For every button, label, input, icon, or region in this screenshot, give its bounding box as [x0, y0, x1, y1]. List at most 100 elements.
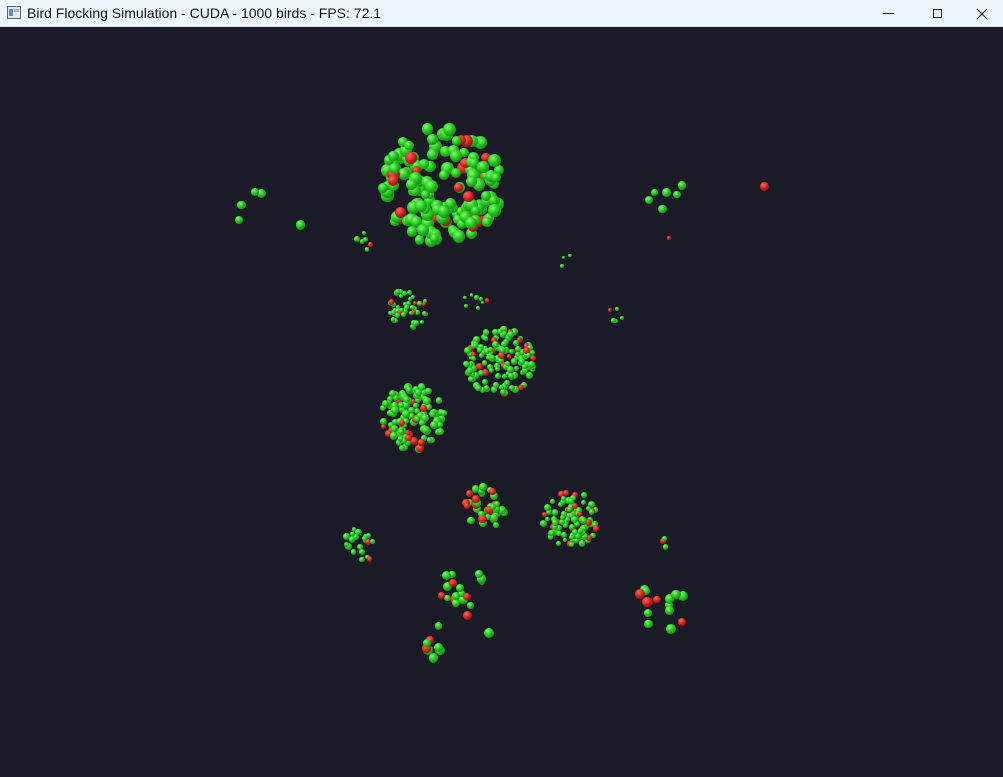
- bird: [476, 347, 483, 353]
- simulation-viewport[interactable]: [0, 28, 1003, 777]
- maximize-button[interactable]: [914, 0, 960, 27]
- bird: [397, 436, 404, 442]
- bird: [387, 395, 394, 402]
- bird: [384, 155, 394, 165]
- bird: [574, 507, 582, 515]
- bird: [470, 365, 477, 372]
- bird: [444, 197, 457, 210]
- bird: [488, 204, 501, 217]
- bird: [234, 215, 244, 225]
- bird: [470, 371, 476, 377]
- bird: [513, 365, 520, 372]
- bird: [295, 220, 306, 230]
- bird: [511, 328, 518, 336]
- bird: [471, 351, 477, 357]
- bird: [432, 416, 442, 425]
- bird: [413, 320, 419, 326]
- bird: [645, 195, 654, 205]
- bird: [495, 373, 502, 379]
- bird: [571, 502, 578, 509]
- bird: [486, 364, 493, 370]
- bird: [394, 289, 401, 295]
- bird: [464, 304, 469, 309]
- bird: [414, 389, 422, 396]
- bird: [400, 438, 407, 445]
- bird: [388, 180, 399, 192]
- bird: [556, 530, 562, 537]
- bird: [391, 401, 399, 409]
- bird: [385, 430, 392, 437]
- bird: [545, 516, 550, 522]
- bird: [481, 360, 488, 366]
- bird: [362, 230, 367, 235]
- bird: [666, 235, 671, 240]
- bird: [436, 428, 444, 436]
- bird: [388, 422, 395, 429]
- bird: [436, 421, 444, 429]
- bird: [495, 366, 501, 372]
- bird: [580, 499, 586, 505]
- bird: [394, 313, 400, 319]
- bird: [428, 653, 439, 663]
- bird: [642, 596, 653, 607]
- bird: [466, 361, 474, 369]
- bird: [390, 406, 399, 414]
- bird: [458, 594, 468, 605]
- app-window-icon[interactable]: [7, 6, 21, 19]
- bird: [399, 307, 404, 313]
- bird: [364, 539, 372, 546]
- bird: [458, 590, 466, 598]
- bird: [466, 227, 478, 239]
- bird: [388, 310, 393, 316]
- bird: [430, 421, 439, 430]
- bird: [391, 310, 396, 315]
- bird: [354, 236, 361, 243]
- bird: [475, 384, 482, 392]
- bird: [515, 351, 521, 358]
- bird: [478, 352, 484, 358]
- bird: [359, 549, 366, 556]
- bird: [560, 264, 564, 268]
- bird: [461, 498, 470, 507]
- bird: [453, 182, 464, 193]
- bird: [422, 299, 427, 304]
- minimize-button[interactable]: [865, 0, 911, 27]
- bird: [658, 204, 667, 214]
- bird: [592, 507, 599, 513]
- bird: [489, 354, 496, 361]
- bird: [558, 519, 566, 526]
- close-button[interactable]: [959, 0, 1003, 27]
- bird: [237, 200, 246, 209]
- bird: [473, 505, 482, 514]
- bird: [516, 337, 523, 344]
- bird: [351, 527, 357, 533]
- bird: [540, 519, 548, 527]
- bird: [490, 336, 498, 344]
- bird: [561, 532, 568, 539]
- bird: [348, 536, 356, 543]
- bird: [405, 300, 412, 307]
- bird: [568, 534, 574, 540]
- bird: [444, 594, 451, 602]
- bird: [481, 350, 487, 356]
- bird: [460, 157, 471, 169]
- bird: [508, 348, 515, 355]
- bird: [545, 508, 552, 515]
- bird: [560, 498, 567, 505]
- bird: [507, 372, 515, 380]
- bird: [403, 140, 414, 151]
- bird: [411, 165, 422, 176]
- bird: [398, 168, 410, 181]
- bird: [377, 182, 389, 194]
- bird: [677, 181, 687, 190]
- bird: [395, 207, 407, 219]
- bird: [465, 216, 477, 229]
- bird: [496, 357, 504, 365]
- bird: [574, 532, 581, 539]
- bird: [512, 339, 520, 347]
- maximize-icon: [932, 9, 942, 18]
- bird: [459, 210, 472, 223]
- bird: [661, 535, 667, 541]
- bird: [402, 410, 411, 419]
- title-bar[interactable]: Bird Flocking Simulation - CUDA - 1000 b…: [0, 0, 1003, 27]
